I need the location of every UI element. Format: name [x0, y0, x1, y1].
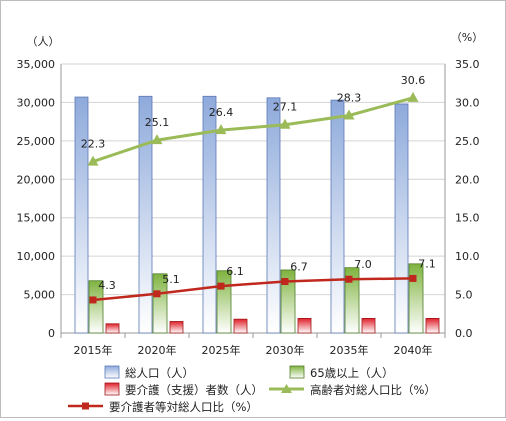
bar-population [266, 97, 281, 334]
legend-swatch-population [104, 365, 120, 379]
legend-label-elderly-ratio: 高齢者対総人口比（%） [310, 383, 436, 397]
left-tick-label: 25,000 [17, 135, 56, 148]
bar-population [394, 103, 409, 334]
bar-65plus [216, 270, 232, 334]
right-tick-label: 25.0 [455, 135, 480, 148]
bar-care [425, 317, 440, 334]
bar-population [74, 96, 89, 334]
bar-population [330, 99, 345, 334]
marker-care-ratio [281, 278, 289, 286]
legend-label-65plus: 65歳以上（人） [310, 366, 394, 380]
data-label-elderly-ratio: 25.1 [145, 116, 170, 129]
line-care-ratio [92, 277, 414, 302]
left-tick-label: 30,000 [17, 96, 56, 109]
data-label-elderly-ratio: 26.4 [209, 106, 234, 119]
data-label-elderly-ratio: 30.6 [401, 74, 426, 87]
legend-swatch-65plus [289, 365, 305, 379]
right-tick-label: 20.0 [455, 173, 480, 186]
data-label-elderly-ratio: 22.3 [81, 138, 106, 151]
right-tick-label: 10.0 [455, 250, 480, 263]
left-tick-label: 5,000 [24, 289, 56, 302]
data-label-care-ratio: 6.1 [226, 265, 244, 278]
left-axis-unit: （人） [27, 35, 60, 48]
x-tick-label: 2040年 [394, 343, 433, 357]
data-labels: 22.3 25.1 26.4 27.1 28.3 30.6 4.3 5.1 6.1 6.7 7.0 7… [81, 74, 436, 292]
line-elderly-ratio [92, 96, 414, 164]
bar-care [297, 317, 312, 334]
left-tick-label: 20,000 [17, 173, 56, 186]
data-label-care-ratio: 6.7 [290, 261, 308, 274]
legend-swatch-care [104, 382, 120, 396]
marker-care-ratio [409, 274, 417, 282]
legend-label-care-ratio: 要介護者等対総人口比（%） [109, 400, 258, 414]
right-tick-label: 0.0 [455, 327, 473, 340]
bar-population [202, 95, 217, 334]
x-axis-ticks: 2015年 2020年 2025年 2030年 2035年 2040年 [74, 343, 433, 357]
marker-elderly-ratio [151, 134, 163, 145]
left-axis-ticks: 0 5,000 10,000 15,000 20,000 25,000 30,000 35,0… [17, 58, 56, 340]
x-tick-label: 2025年 [202, 343, 241, 357]
bar-care [361, 317, 376, 334]
marker-elderly-ratio [215, 124, 227, 135]
data-label-care-ratio: 5.1 [162, 273, 180, 286]
right-axis-unit: （%） [451, 31, 483, 44]
bar-65plus [88, 280, 104, 334]
right-tick-label: 5.0 [455, 289, 473, 302]
bar-care [169, 321, 184, 334]
left-tick-label: 35,000 [17, 58, 56, 71]
bar-care [233, 318, 248, 334]
left-tick-label: 0 [48, 327, 55, 340]
x-tick-label: 2030年 [266, 343, 305, 357]
legend-label-care: 要介護（支援）者数（人） [125, 383, 263, 397]
grid-lines [60, 63, 446, 338]
x-tick-label: 2015年 [74, 343, 113, 357]
marker-elderly-ratio [279, 118, 291, 129]
bar-65plus [280, 269, 296, 334]
data-label-elderly-ratio: 28.3 [337, 91, 362, 104]
x-tick-label: 2020年 [138, 343, 177, 357]
bar-65plus [152, 273, 168, 334]
marker-elderly-ratio [407, 91, 419, 102]
marker-elderly-ratio [87, 155, 99, 166]
marker-care-ratio [345, 275, 353, 283]
marker-elderly-ratio [343, 109, 355, 120]
bar-65plus [344, 267, 360, 334]
right-tick-label: 15.0 [455, 212, 480, 225]
marker-care-ratio [89, 296, 97, 304]
left-tick-label: 10,000 [17, 250, 56, 263]
legend-label-population: 総人口（人） [125, 366, 194, 380]
legend: 総人口（人） 65歳以上（人） 要介護（支援）者数（人） 高齢者対総人口比（%）… [68, 365, 436, 414]
right-axis-ticks: 0.0 5.0 10.0 15.0 20.0 25.0 30.0 35.0 [455, 58, 480, 340]
legend-marker-care-ratio [82, 402, 89, 410]
right-tick-label: 30.0 [455, 96, 480, 109]
right-tick-label: 35.0 [455, 58, 480, 71]
data-label-care-ratio: 7.0 [354, 258, 372, 271]
bar-population [138, 95, 153, 334]
data-label-elderly-ratio: 27.1 [273, 101, 298, 114]
marker-care-ratio [153, 290, 161, 298]
marker-care-ratio [217, 282, 225, 290]
bars [74, 95, 440, 334]
data-label-care-ratio: 4.3 [98, 279, 116, 292]
bar-65plus [408, 263, 424, 334]
left-tick-label: 15,000 [17, 212, 56, 225]
data-label-care-ratio: 7.1 [418, 257, 436, 270]
bar-care [105, 323, 120, 334]
lines [87, 91, 419, 304]
legend-marker-elderly-ratio [281, 384, 292, 393]
x-tick-label: 2035年 [330, 343, 369, 357]
